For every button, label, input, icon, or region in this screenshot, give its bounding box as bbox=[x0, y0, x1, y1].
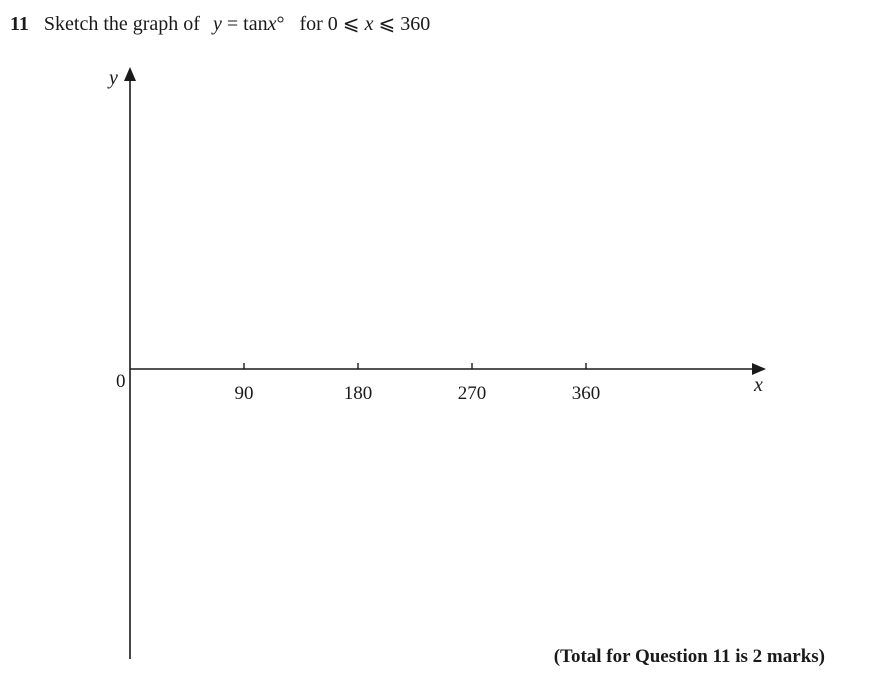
range-var: x bbox=[364, 13, 374, 35]
question-instruction: Sketch the graph of bbox=[43, 13, 200, 35]
function-equals-tan: = tan bbox=[221, 13, 268, 35]
x-tick-label: 360 bbox=[572, 383, 601, 404]
question-number: 11 bbox=[10, 13, 29, 35]
x-tick-label: 180 bbox=[344, 383, 373, 404]
y-axis-arrow bbox=[124, 67, 136, 81]
question-header: 11 Sketch the graph of y = tanx° for 0 ⩽… bbox=[10, 10, 430, 38]
question-range: for 0 ⩽ x ⩽ 360 bbox=[299, 13, 430, 35]
origin-label: 0 bbox=[116, 371, 126, 392]
function-degree: ° bbox=[276, 13, 285, 35]
function-y-var: y bbox=[212, 13, 222, 35]
question-function: y = tanx° bbox=[213, 13, 285, 35]
x-tick-label: 270 bbox=[458, 383, 487, 404]
range-suffix: ⩽ 360 bbox=[373, 13, 431, 35]
y-axis-label: y bbox=[107, 67, 118, 89]
x-axis-arrow bbox=[752, 363, 766, 375]
total-marks: (Total for Question 11 is 2 marks) bbox=[553, 646, 825, 667]
function-x-var: x bbox=[267, 13, 277, 35]
x-axis-ticks: 90 180 270 360 bbox=[235, 363, 601, 404]
x-tick-label: 90 bbox=[235, 383, 254, 404]
x-axis-label: x bbox=[753, 374, 763, 396]
range-prefix: for 0 ⩽ bbox=[299, 13, 365, 35]
